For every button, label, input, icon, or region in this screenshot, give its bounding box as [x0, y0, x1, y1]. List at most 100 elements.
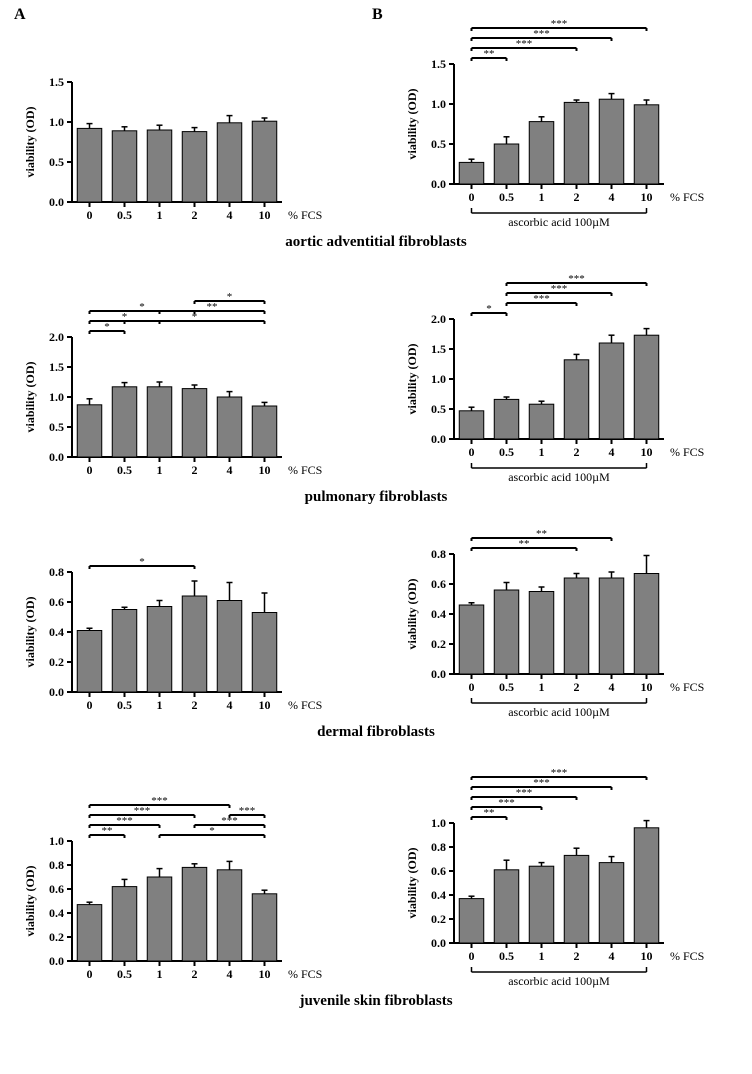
bar [494, 399, 519, 439]
bar [147, 607, 172, 693]
panel-row: 0.00.20.40.60.81.0viability (OD)00.51241… [20, 759, 732, 991]
x-extra-label: % FCS [670, 190, 704, 204]
xtick-label: 1 [539, 445, 545, 459]
y-axis-title: viability (OD) [23, 596, 37, 667]
ytick-label: 0.8 [431, 840, 446, 854]
panel-pulmonary-A: 0.00.51.01.52.0viability (OD)00.512410% … [20, 283, 350, 487]
bar [564, 578, 589, 674]
bar [112, 387, 137, 457]
xtick-label: 0.5 [117, 967, 132, 981]
bar [112, 131, 137, 202]
panel-juvenile-B: 0.00.20.40.60.81.0viability (OD)00.51241… [402, 759, 732, 991]
bar [182, 389, 207, 457]
ytick-label: 0.8 [431, 547, 446, 561]
condition-sublabel: ascorbic acid 100µM [508, 974, 610, 988]
ytick-label: 0.5 [49, 155, 64, 169]
xtick-label: 0.5 [117, 698, 132, 712]
sig-label: *** [116, 815, 133, 827]
panel-dermal-A: 0.00.20.40.60.8viability (OD)00.512410% … [20, 548, 350, 722]
bar [459, 605, 484, 674]
bar [599, 578, 624, 674]
chart-pulmonary_A: 0.00.51.01.52.0viability (OD)00.512410% … [20, 283, 350, 487]
bar [182, 596, 207, 692]
panel-aortic-A: 0.00.51.01.5viability (OD)00.512410% FCS [20, 74, 350, 232]
ytick-label: 0.0 [431, 432, 446, 446]
y-axis-title: viability (OD) [23, 361, 37, 432]
xtick-label: 0.5 [499, 190, 514, 204]
ytick-label: 2.0 [49, 330, 64, 344]
bar [599, 863, 624, 943]
ytick-label: 0.2 [431, 637, 446, 651]
sig-label: * [227, 291, 233, 303]
bar [252, 121, 277, 202]
xtick-label: 10 [259, 463, 271, 477]
xtick-label: 1 [539, 190, 545, 204]
row-title: aortic adventitial fibroblasts [20, 234, 732, 251]
sig-label: *** [551, 283, 568, 295]
xtick-label: 0 [87, 463, 93, 477]
xtick-label: 0.5 [117, 463, 132, 477]
sig-label: *** [151, 795, 168, 807]
bar [599, 343, 624, 439]
xtick-label: 0.5 [499, 445, 514, 459]
sig-label: *** [498, 797, 515, 809]
column-label-B: B [372, 6, 383, 24]
xtick-label: 10 [641, 445, 653, 459]
sig-label: ** [519, 538, 530, 550]
x-extra-label: % FCS [288, 967, 322, 981]
ytick-label: 0.0 [49, 195, 64, 209]
sig-label: *** [533, 293, 550, 305]
ytick-label: 2.0 [431, 312, 446, 326]
x-extra-label: % FCS [288, 208, 322, 222]
sig-label: ** [536, 528, 547, 540]
xtick-label: 2 [574, 445, 580, 459]
xtick-label: 2 [574, 190, 580, 204]
bar [564, 855, 589, 943]
ytick-label: 1.0 [49, 834, 64, 848]
sig-label: * [209, 825, 215, 837]
chart-aortic_A: 0.00.51.01.5viability (OD)00.512410% FCS [20, 74, 350, 232]
x-extra-label: % FCS [288, 463, 322, 477]
xtick-label: 10 [641, 949, 653, 963]
y-axis-title: viability (OD) [405, 578, 419, 649]
bar [634, 828, 659, 943]
bar [252, 613, 277, 693]
ytick-label: 0.0 [431, 667, 446, 681]
ytick-label: 0.5 [49, 420, 64, 434]
panel-pulmonary-B: 0.00.51.01.52.0viability (OD)00.512410% … [402, 265, 732, 487]
xtick-label: 0 [87, 208, 93, 222]
sig-label: *** [516, 787, 533, 799]
bar [529, 866, 554, 943]
xtick-label: 4 [609, 445, 615, 459]
x-extra-label: % FCS [288, 698, 322, 712]
xtick-label: 10 [259, 967, 271, 981]
bar [494, 870, 519, 943]
bar [252, 406, 277, 457]
ytick-label: 1.0 [431, 97, 446, 111]
xtick-label: 0 [469, 190, 475, 204]
sig-label: * [139, 556, 145, 568]
x-extra-label: % FCS [670, 680, 704, 694]
bar [459, 162, 484, 184]
bar [494, 144, 519, 184]
sig-label: * [139, 301, 145, 313]
xtick-label: 4 [609, 949, 615, 963]
sig-label: * [104, 321, 110, 333]
bar [147, 130, 172, 202]
bar [77, 631, 102, 693]
xtick-label: 0.5 [499, 949, 514, 963]
bar [529, 404, 554, 439]
xtick-label: 1 [539, 949, 545, 963]
condition-sublabel: ascorbic acid 100µM [508, 470, 610, 484]
condition-sublabel: ascorbic acid 100µM [508, 215, 610, 229]
ytick-label: 1.0 [49, 390, 64, 404]
sig-label: *** [516, 38, 533, 50]
panel-juvenile-A: 0.00.20.40.60.81.0viability (OD)00.51241… [20, 787, 350, 991]
ytick-label: 0.6 [431, 864, 446, 878]
bar [252, 894, 277, 961]
chart-dermal_B: 0.00.20.40.60.8viability (OD)00.512410% … [402, 520, 732, 722]
bar [599, 99, 624, 184]
ytick-label: 0.8 [49, 565, 64, 579]
bar [564, 360, 589, 439]
sig-label: ** [484, 48, 495, 60]
